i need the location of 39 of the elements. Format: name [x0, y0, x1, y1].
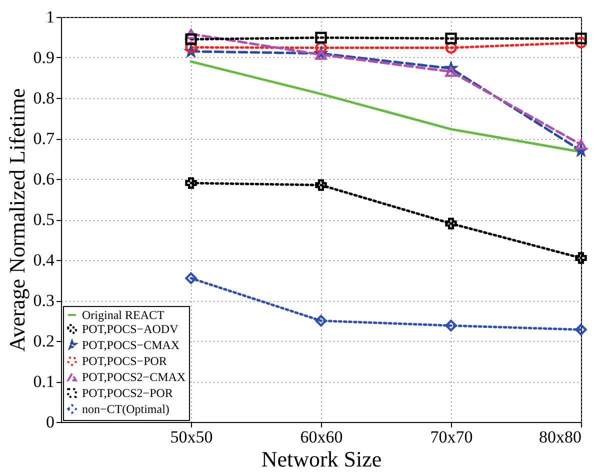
- point: [445, 320, 457, 332]
- y-tick-label: 0.2: [33, 332, 54, 350]
- point: [315, 32, 327, 44]
- point: [185, 272, 197, 284]
- point: [575, 32, 587, 44]
- point: [575, 324, 587, 336]
- legend-label: POT,POCS−AODV: [82, 322, 179, 336]
- y-tick-label: 0.4: [33, 250, 55, 270]
- point: [445, 42, 457, 54]
- y-tick-label: 0: [46, 412, 54, 432]
- x-tick-label: 80x80: [539, 428, 582, 446]
- y-tick-label: 0.8: [33, 88, 54, 108]
- legend-label: non−CT(Optimal): [82, 402, 170, 416]
- y-tick-label: 0.1: [33, 372, 54, 391]
- y-axis-title: Average Normalized Lifetime: [4, 88, 30, 352]
- point: [185, 33, 197, 46]
- point: [575, 36, 587, 48]
- legend-label: POT,POCS−CMAX: [82, 338, 180, 352]
- point: [575, 252, 587, 264]
- legend-label: POT,POCS2−CMAX: [82, 370, 186, 384]
- legend-label: Original REACT: [82, 308, 165, 322]
- x-tick-label: 70x70: [430, 428, 473, 446]
- point: [315, 314, 327, 327]
- x-axis-title: Network Size: [261, 446, 382, 472]
- point: [445, 218, 457, 230]
- x-tick-label: 60x60: [300, 428, 343, 446]
- x-tick-label: 50x50: [170, 428, 213, 446]
- y-tick-label: 0.7: [33, 129, 55, 148]
- point: [445, 32, 457, 44]
- y-tick-label: 1: [46, 8, 54, 26]
- legend-label: POT,POCS2−POR: [82, 386, 173, 400]
- y-tick-label: 0.6: [33, 170, 54, 188]
- y-tick-label: 0.3: [33, 291, 54, 310]
- point: [315, 179, 327, 191]
- point: [185, 177, 197, 189]
- legend-label: POT,POCS−POR: [82, 354, 167, 368]
- point: [185, 28, 197, 40]
- y-tick-label: 0.9: [33, 48, 54, 67]
- y-tick-label: 0.5: [33, 210, 54, 229]
